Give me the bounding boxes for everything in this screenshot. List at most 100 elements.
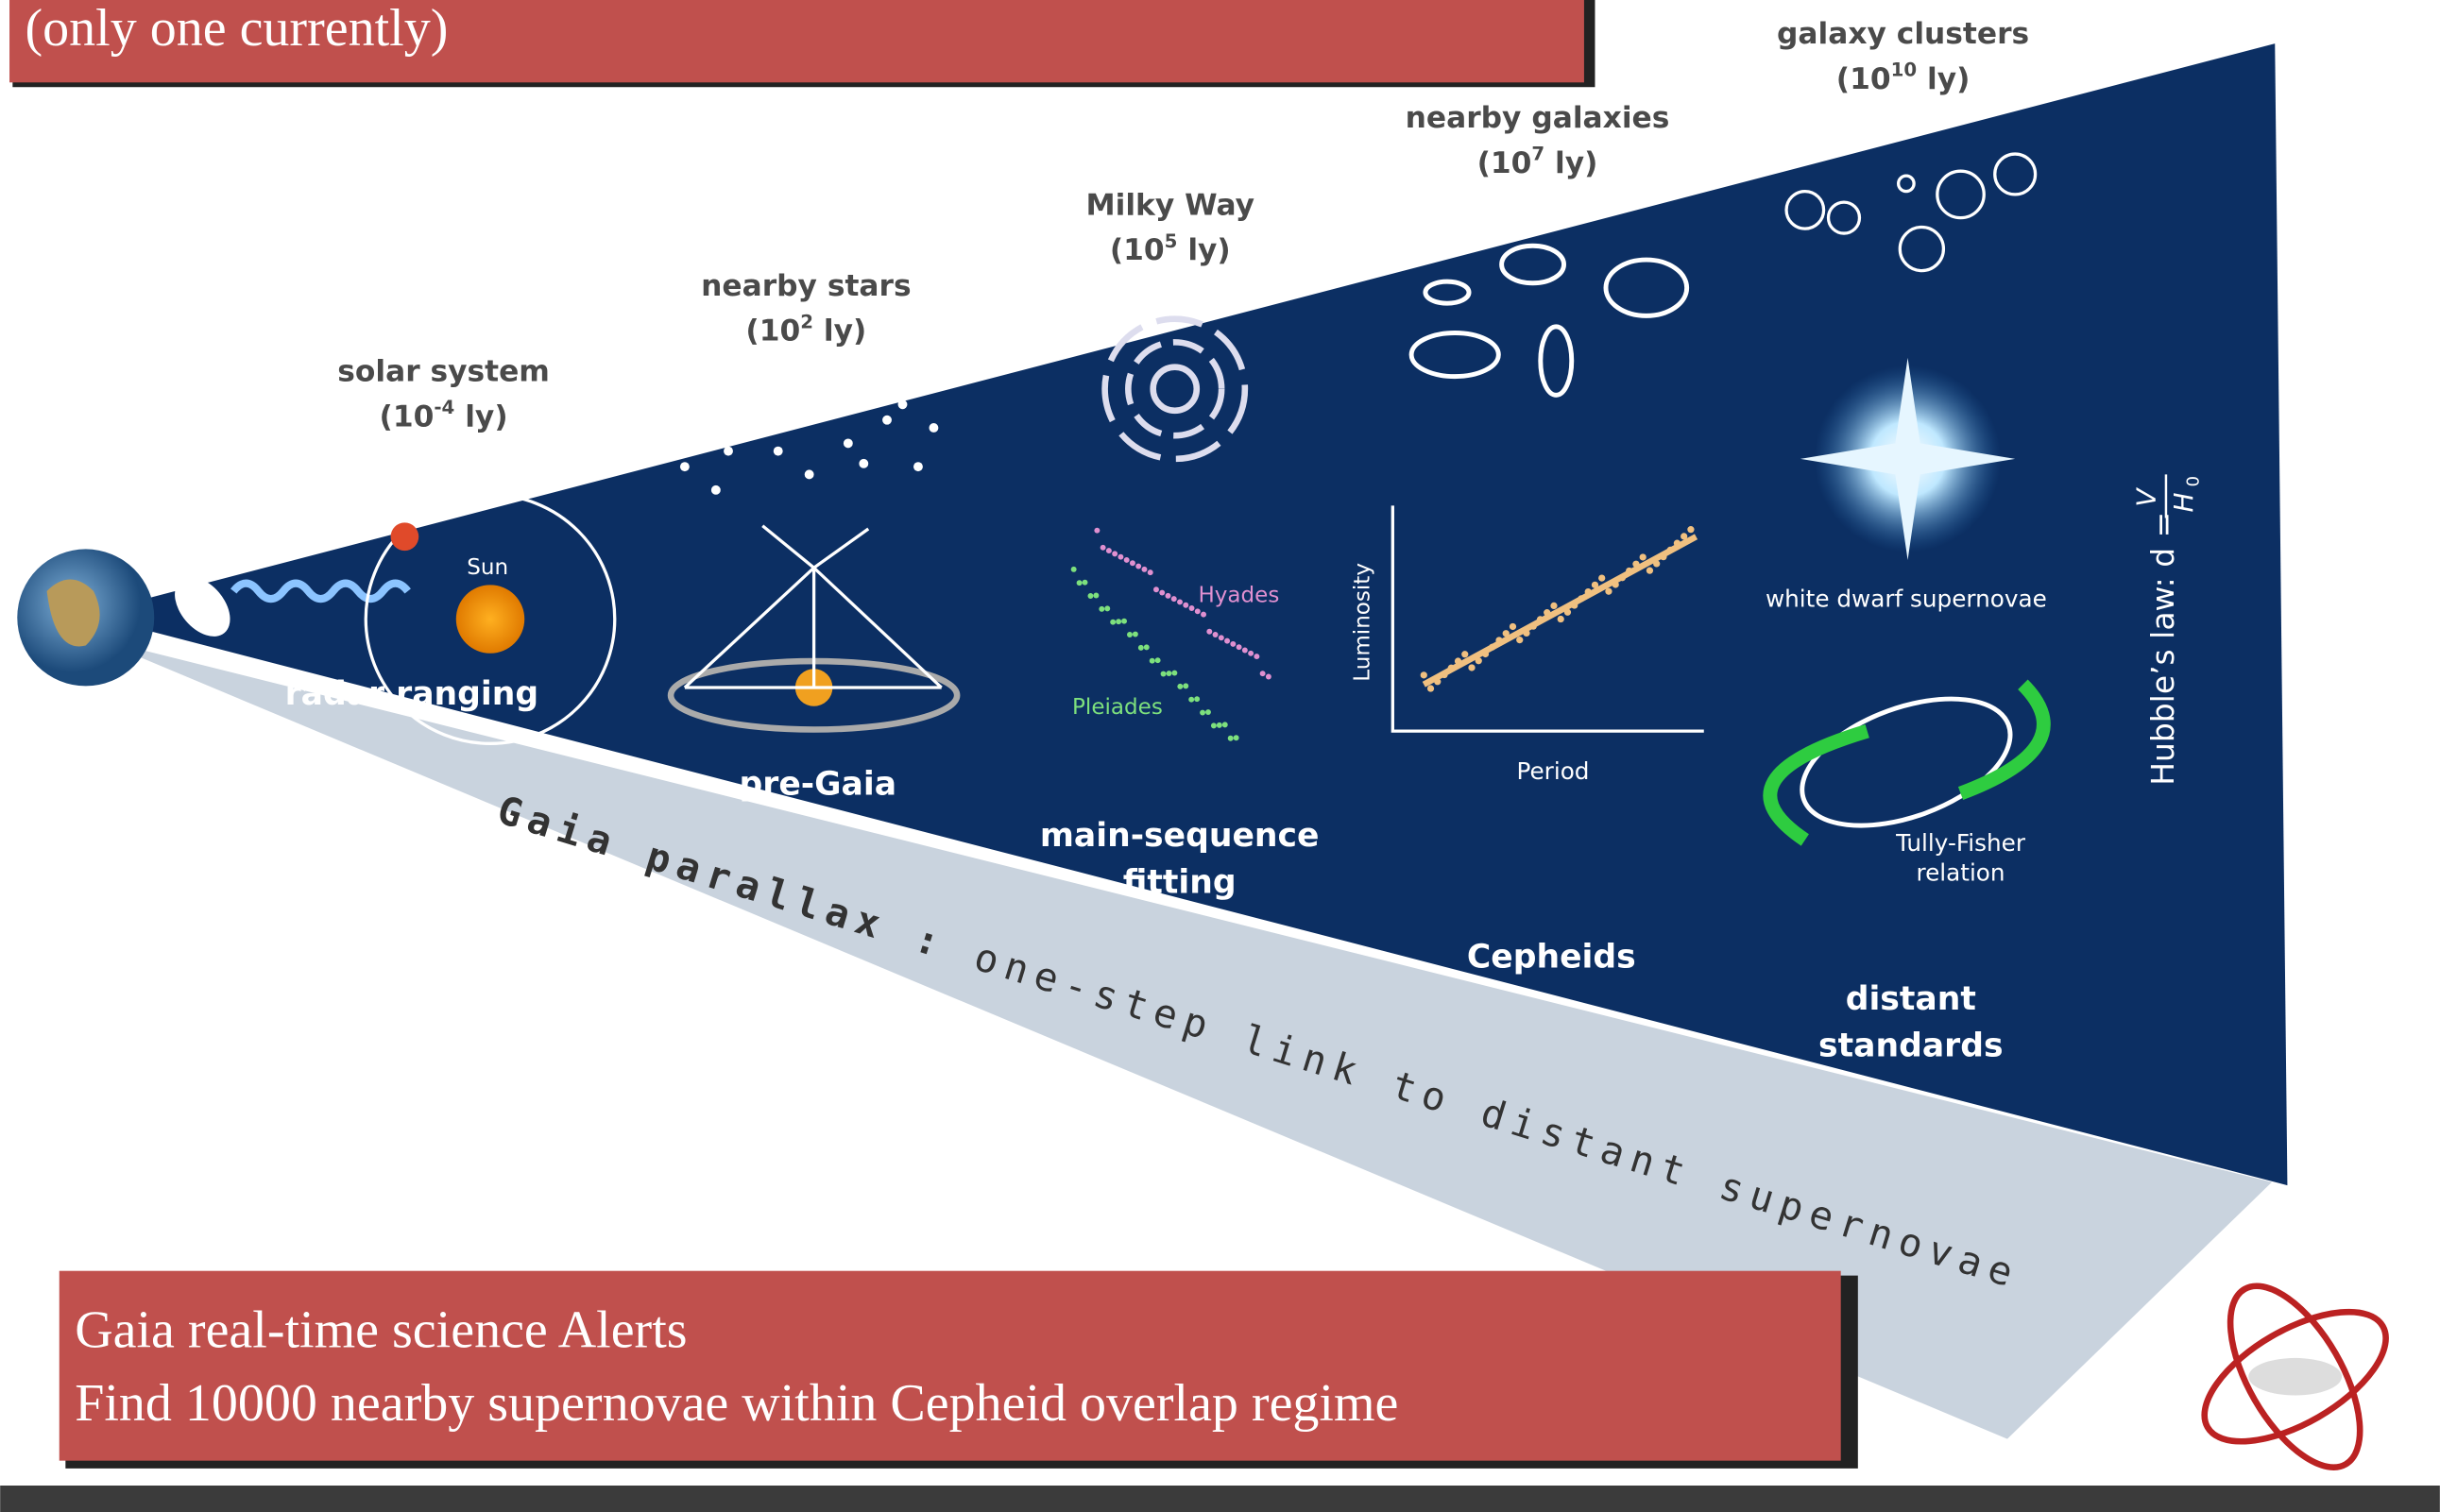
pleiades-dot — [1071, 567, 1077, 572]
luminosity-label: Luminosity — [1351, 563, 1375, 682]
dot — [1564, 609, 1571, 616]
pleiades-dot — [1200, 710, 1205, 716]
pleiades-dot — [1110, 620, 1116, 625]
hyades-dot — [1189, 605, 1195, 611]
scale-distance: (1010 ly) — [1836, 59, 1971, 96]
hyades-dot — [1266, 674, 1271, 680]
hyades-dot — [1254, 654, 1259, 659]
scale-distance: (107 ly) — [1477, 144, 1598, 180]
pleiades-dot — [1077, 580, 1083, 586]
dot — [1653, 560, 1660, 567]
hyades-dot — [1124, 557, 1130, 563]
hyades-dot — [1201, 612, 1206, 618]
wd-label: white dwarf supernovae — [1766, 585, 2047, 612]
dot — [1441, 671, 1447, 678]
distance-unit: ly) — [1917, 62, 1970, 96]
distance-exp: -4 — [434, 397, 454, 418]
logo-galaxy — [2248, 1358, 2342, 1396]
dot — [1640, 553, 1647, 560]
hyades-dot — [1260, 671, 1266, 676]
scale-name: Milky Way — [1085, 188, 1254, 222]
hyades-dot — [1219, 635, 1224, 640]
star — [844, 438, 853, 448]
star — [882, 416, 892, 425]
distance-base: (10 — [1110, 233, 1165, 267]
pleiades-dot — [1083, 580, 1088, 586]
dot — [1660, 553, 1666, 560]
star — [805, 469, 814, 479]
star — [774, 447, 783, 456]
hyades-dot — [1237, 644, 1242, 650]
dot — [1632, 561, 1639, 568]
sun — [456, 585, 524, 653]
pleiades-dot — [1155, 657, 1161, 663]
pleiades-dot — [1116, 619, 1121, 624]
dot — [1619, 574, 1626, 581]
distance-exp: 7 — [1531, 144, 1544, 165]
dot — [1482, 651, 1489, 657]
hyades-dot — [1118, 554, 1123, 560]
hyades-dot — [1112, 551, 1118, 556]
dot — [1558, 616, 1564, 622]
pleiades-dot — [1205, 709, 1211, 715]
hyades-dot — [1224, 638, 1230, 644]
pleiades-dot — [1087, 593, 1093, 599]
pleiades-dot — [1093, 593, 1099, 599]
star — [929, 423, 938, 433]
dot — [1550, 603, 1557, 609]
distance-exp: 5 — [1165, 230, 1178, 252]
distance-unit: ly) — [1544, 146, 1597, 180]
hyades-dot — [1159, 590, 1165, 596]
dot — [1647, 568, 1653, 574]
distance-unit: ly) — [454, 399, 507, 433]
distance-base: (10 — [380, 399, 435, 433]
cepheids-label: Cepheids — [1467, 939, 1636, 977]
dot — [1476, 657, 1482, 664]
hubble-h: H — [2168, 492, 2199, 512]
pleiades-dot — [1217, 722, 1222, 728]
hyades-dot — [1183, 603, 1188, 608]
pleiades-dot — [1228, 736, 1234, 741]
hyades-dot — [1177, 599, 1183, 604]
scale-distance: (10-4 ly) — [380, 397, 508, 433]
hyades-dot — [1230, 641, 1236, 647]
distance-base: (10 — [1477, 146, 1532, 180]
dot — [1448, 665, 1455, 671]
radar-label: radar ranging — [285, 675, 539, 713]
pleiades-dot — [1177, 684, 1183, 689]
star — [724, 447, 733, 456]
pleiades-dot — [1171, 671, 1177, 676]
hyades-dot — [1195, 608, 1201, 614]
dot — [1585, 588, 1592, 595]
star — [711, 485, 721, 495]
top-box-text: (only one currently) — [26, 0, 449, 58]
hyades-dot — [1248, 651, 1254, 656]
dot — [1681, 533, 1687, 539]
page: {"top_box":{"text":"(only one currently)… — [0, 0, 2440, 1512]
dot — [1571, 602, 1578, 608]
sun-label: Sun — [467, 555, 508, 580]
pleiades-dot — [1099, 606, 1104, 612]
ds-label-2: standards — [1818, 1027, 2004, 1064]
distance-exp: 10 — [1891, 59, 1917, 81]
hyades-dot — [1148, 569, 1153, 575]
hyades-dot — [1171, 596, 1177, 602]
venus-label: Venus — [319, 508, 384, 533]
ms-label-2: fitting — [1123, 863, 1237, 901]
ms-label-1: main-sequence — [1040, 817, 1320, 855]
dot — [1523, 630, 1529, 637]
dot — [1495, 637, 1502, 643]
hyades-dot — [1166, 593, 1171, 599]
distance-unit: ly) — [813, 314, 866, 348]
dot — [1503, 630, 1510, 637]
dot — [1578, 595, 1584, 602]
star — [680, 462, 690, 471]
distance-exp: 2 — [800, 312, 813, 333]
venus — [391, 522, 419, 551]
pleiades-dot — [1183, 683, 1188, 688]
hyades-dot — [1242, 648, 1248, 654]
dot — [1489, 644, 1495, 651]
scale-distance: (102 ly) — [745, 312, 866, 348]
star — [789, 418, 798, 428]
dot — [1605, 588, 1612, 595]
